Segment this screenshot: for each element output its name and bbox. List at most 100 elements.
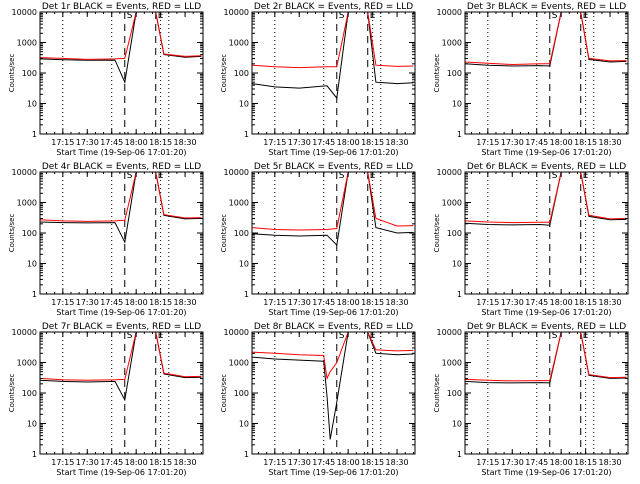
x-tick-label: 17:30 xyxy=(288,458,311,467)
x-tick-label: 18:00 xyxy=(550,298,573,307)
x-tick-label: 17:45 xyxy=(312,458,335,467)
series-line xyxy=(39,331,202,402)
y-tick-label: 1 xyxy=(244,290,249,299)
y-tick-label: 100 xyxy=(22,389,37,398)
y-tick-label: 1 xyxy=(244,130,249,139)
x-tick-label: 17:30 xyxy=(501,298,524,307)
series-line xyxy=(39,11,202,84)
detector-panel: Det 7r BLACK = Events, RED = LLDSE110100… xyxy=(8,322,204,477)
y-tick-label: 10 xyxy=(452,420,462,429)
y-tick-label: 10 xyxy=(27,420,37,429)
panel-title: Det 5r BLACK = Events, RED = LLD xyxy=(254,162,413,172)
y-axis-label: Counts/sec xyxy=(220,374,228,413)
y-axis-label: Counts/sec xyxy=(433,54,441,93)
y-tick-label: 100 xyxy=(234,229,249,238)
x-axis-label: Start Time (19-Sep-06 17:01:20) xyxy=(481,468,611,477)
detector-panel: Det 1r BLACK = Events, RED = LLDSE110100… xyxy=(8,2,204,157)
panel-title: Det 1r BLACK = Events, RED = LLD xyxy=(42,2,201,12)
y-tick-label: 100 xyxy=(447,229,462,238)
y-tick-label: 10 xyxy=(27,100,37,109)
y-tick-label: 1000 xyxy=(229,39,249,48)
x-axis-label: Start Time (19-Sep-06 17:01:20) xyxy=(268,468,398,477)
marker-label: S xyxy=(552,331,558,341)
x-tick-label: 18:30 xyxy=(599,298,622,307)
marker-label: S xyxy=(127,331,133,341)
series-line xyxy=(251,331,414,440)
x-tick-label: 17:15 xyxy=(476,458,499,467)
y-tick-label: 10000 xyxy=(437,8,462,17)
y-tick-label: 10000 xyxy=(12,328,37,337)
y-axis-label: Counts/sec xyxy=(433,214,441,253)
x-tick-label: 18:15 xyxy=(149,138,172,147)
series-line xyxy=(464,11,627,66)
panel-title: Det 9r BLACK = Events, RED = LLD xyxy=(467,322,626,332)
x-tick-label: 17:45 xyxy=(100,458,123,467)
marker-label: S xyxy=(552,11,558,21)
series-line xyxy=(39,171,202,244)
y-tick-label: 1000 xyxy=(229,359,249,368)
x-tick-label: 17:15 xyxy=(263,458,286,467)
y-tick-label: 1000 xyxy=(17,39,37,48)
y-tick-label: 1000 xyxy=(442,199,462,208)
y-tick-label: 10000 xyxy=(224,8,249,17)
x-tick-label: 18:15 xyxy=(574,458,597,467)
x-tick-label: 18:30 xyxy=(599,458,622,467)
x-tick-label: 17:30 xyxy=(501,458,524,467)
x-tick-label: 17:15 xyxy=(263,298,286,307)
y-axis-label: Counts/sec xyxy=(8,374,16,413)
y-tick-label: 100 xyxy=(22,229,37,238)
detector-panel: Det 9r BLACK = Events, RED = LLDSE110100… xyxy=(433,322,629,477)
x-tick-label: 17:45 xyxy=(100,138,123,147)
x-tick-label: 17:45 xyxy=(525,458,548,467)
y-axis-label: Counts/sec xyxy=(8,214,16,253)
y-tick-label: 100 xyxy=(22,69,37,78)
marker-label: S xyxy=(127,11,133,21)
x-tick-label: 18:30 xyxy=(599,138,622,147)
y-tick-label: 1000 xyxy=(17,359,37,368)
panel-title: Det 2r BLACK = Events, RED = LLD xyxy=(254,2,413,12)
x-tick-label: 18:30 xyxy=(386,138,409,147)
x-tick-label: 17:30 xyxy=(288,138,311,147)
x-tick-label: 17:30 xyxy=(76,298,99,307)
x-tick-label: 18:00 xyxy=(550,458,573,467)
panel-title: Det 4r BLACK = Events, RED = LLD xyxy=(42,162,201,172)
x-tick-label: 17:45 xyxy=(100,298,123,307)
panel-title: Det 7r BLACK = Events, RED = LLD xyxy=(42,322,201,332)
detector-panel: Det 3r BLACK = Events, RED = LLDSE110100… xyxy=(433,2,629,157)
x-tick-label: 17:30 xyxy=(76,458,99,467)
x-tick-label: 17:15 xyxy=(51,458,74,467)
x-tick-label: 18:15 xyxy=(361,138,384,147)
panel-title: Det 6r BLACK = Events, RED = LLD xyxy=(467,162,626,172)
y-axis-label: Counts/sec xyxy=(8,54,16,93)
x-tick-label: 18:00 xyxy=(337,138,360,147)
y-tick-label: 1 xyxy=(32,450,37,459)
x-axis-label: Start Time (19-Sep-06 17:01:20) xyxy=(56,468,186,477)
series-line xyxy=(39,171,202,222)
y-tick-label: 10000 xyxy=(12,168,37,177)
detector-panel: Det 6r BLACK = Events, RED = LLDSE110100… xyxy=(433,162,629,317)
series-line xyxy=(251,11,414,100)
series-line xyxy=(39,331,202,381)
series-line xyxy=(251,11,414,69)
x-tick-label: 18:00 xyxy=(550,138,573,147)
marker-label: S xyxy=(339,11,345,21)
y-axis-label: Counts/sec xyxy=(220,214,228,253)
y-tick-label: 10000 xyxy=(224,328,249,337)
y-tick-label: 10 xyxy=(27,260,37,269)
x-tick-label: 18:30 xyxy=(174,138,197,147)
x-tick-label: 17:45 xyxy=(525,298,548,307)
marker-label: S xyxy=(552,171,558,181)
y-tick-label: 10000 xyxy=(437,328,462,337)
y-tick-label: 100 xyxy=(447,389,462,398)
y-tick-label: 10 xyxy=(239,100,249,109)
series-line xyxy=(251,171,414,247)
x-tick-label: 17:45 xyxy=(312,138,335,147)
x-tick-label: 17:30 xyxy=(288,298,311,307)
y-tick-label: 1 xyxy=(457,130,462,139)
x-axis-label: Start Time (19-Sep-06 17:01:20) xyxy=(268,308,398,317)
y-tick-label: 1 xyxy=(457,450,462,459)
x-tick-label: 17:15 xyxy=(51,298,74,307)
y-tick-label: 10 xyxy=(239,420,249,429)
marker-label: S xyxy=(339,331,345,341)
y-tick-label: 1 xyxy=(244,450,249,459)
